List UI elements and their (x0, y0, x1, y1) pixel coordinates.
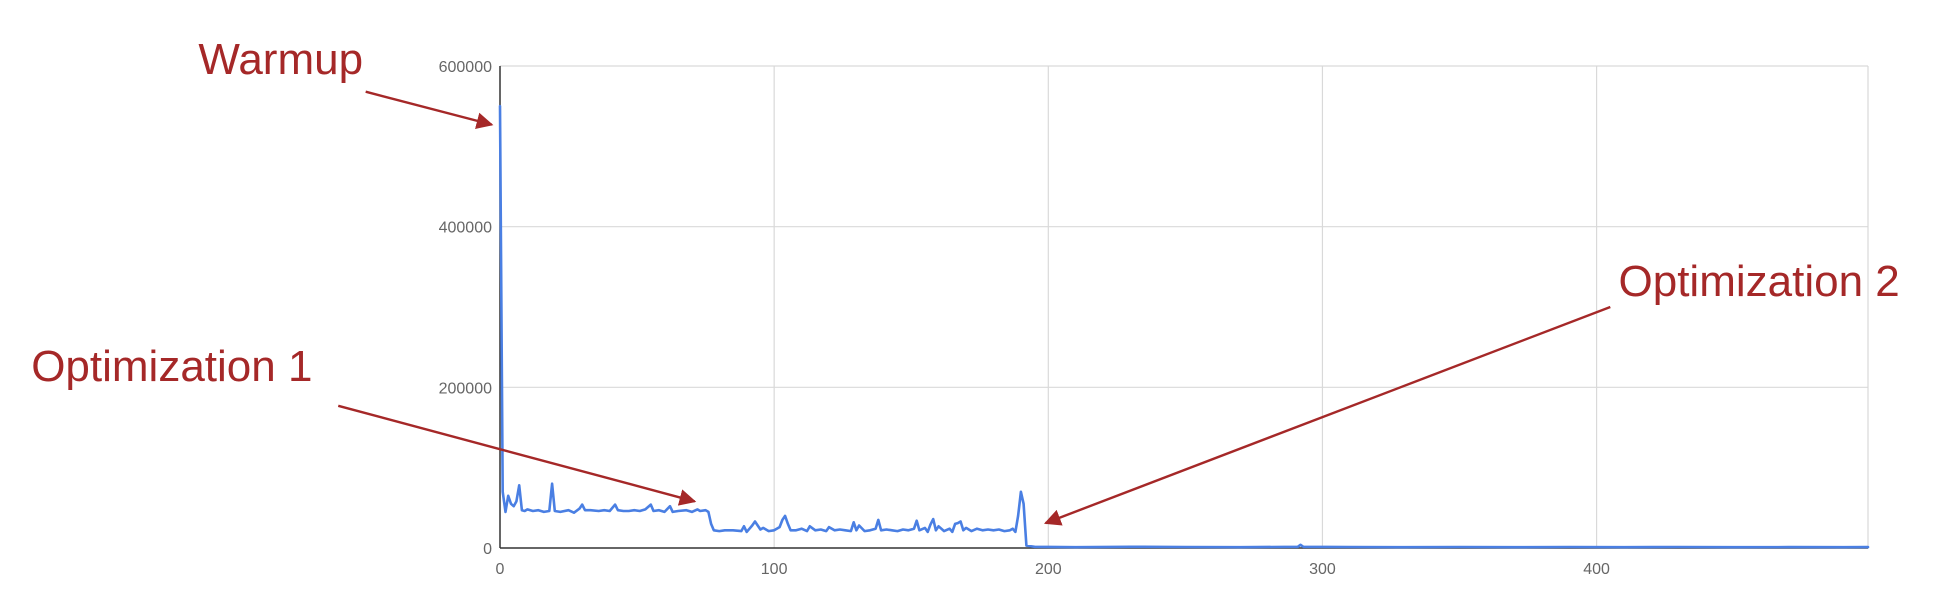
y-tick-label: 200000 (439, 380, 492, 397)
warmup-arrow (365, 90, 494, 129)
optimization-2-label: Optimization 2 (1619, 257, 1900, 306)
tick-labels: 0 200000 400000 600000 0 100 200 300 400 (439, 59, 1610, 578)
series-layer (498, 104, 1870, 549)
axes (499, 66, 1868, 549)
y-tick-label: 600000 (439, 59, 492, 76)
optimization-1-arrow (337, 404, 697, 506)
x-tick-label: 300 (1309, 561, 1336, 578)
optimization-1-label: Optimization 1 (31, 342, 312, 391)
series-line (498, 104, 1870, 549)
x-tick-label: 100 (761, 561, 788, 578)
x-tick-label: 200 (1035, 561, 1062, 578)
y-tick-label: 0 (483, 541, 492, 558)
x-tick-label: 400 (1583, 561, 1610, 578)
warmup-label: Warmup (198, 35, 363, 84)
x-tick-label: 0 (496, 561, 505, 578)
annotations: Warmup Optimization 1 Optimization 2 (31, 35, 1900, 526)
optimization-2-arrow (1043, 305, 1611, 526)
y-tick-label: 400000 (439, 220, 492, 237)
grid-lines (500, 65, 1869, 548)
